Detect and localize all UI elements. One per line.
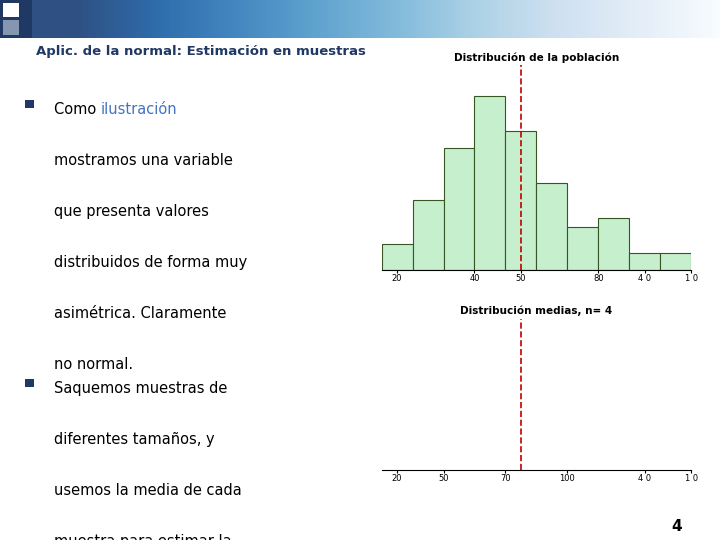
Bar: [505, 131, 536, 270]
Bar: [536, 183, 567, 270]
Text: distribuidos de forma muy: distribuidos de forma muy: [54, 255, 247, 270]
Text: Saquemos muestras de: Saquemos muestras de: [54, 381, 228, 396]
Text: ilustración: ilustración: [101, 103, 177, 117]
Text: Aplic. de la normal: Estimación en muestras: Aplic. de la normal: Estimación en muest…: [36, 45, 366, 58]
Bar: [25, 379, 35, 387]
Text: usemos la media de cada: usemos la media de cada: [54, 483, 242, 498]
Title: Distribución medias, n= 4: Distribución medias, n= 4: [460, 306, 613, 316]
Text: muestra para estimar la: muestra para estimar la: [54, 534, 232, 540]
Text: asimétrica. Claramente: asimétrica. Claramente: [54, 306, 226, 321]
Text: que presenta valores: que presenta valores: [54, 204, 209, 219]
Bar: [474, 96, 505, 270]
Bar: [444, 148, 474, 270]
Bar: [567, 226, 598, 270]
Text: 4: 4: [672, 519, 682, 534]
Bar: [0, 0, 32, 38]
Bar: [25, 100, 35, 108]
Bar: [629, 253, 660, 270]
Bar: [598, 218, 629, 270]
Bar: [413, 200, 444, 270]
Text: diferentes tamaños, y: diferentes tamaños, y: [54, 433, 215, 447]
Bar: [3, 21, 19, 35]
Bar: [3, 3, 19, 17]
Text: mostramos una variable: mostramos una variable: [54, 153, 233, 168]
Text: no normal.: no normal.: [54, 357, 133, 372]
Title: Distribución de la población: Distribución de la población: [454, 52, 619, 63]
Bar: [660, 253, 691, 270]
Text: Como: Como: [54, 103, 101, 117]
Bar: [382, 244, 413, 270]
